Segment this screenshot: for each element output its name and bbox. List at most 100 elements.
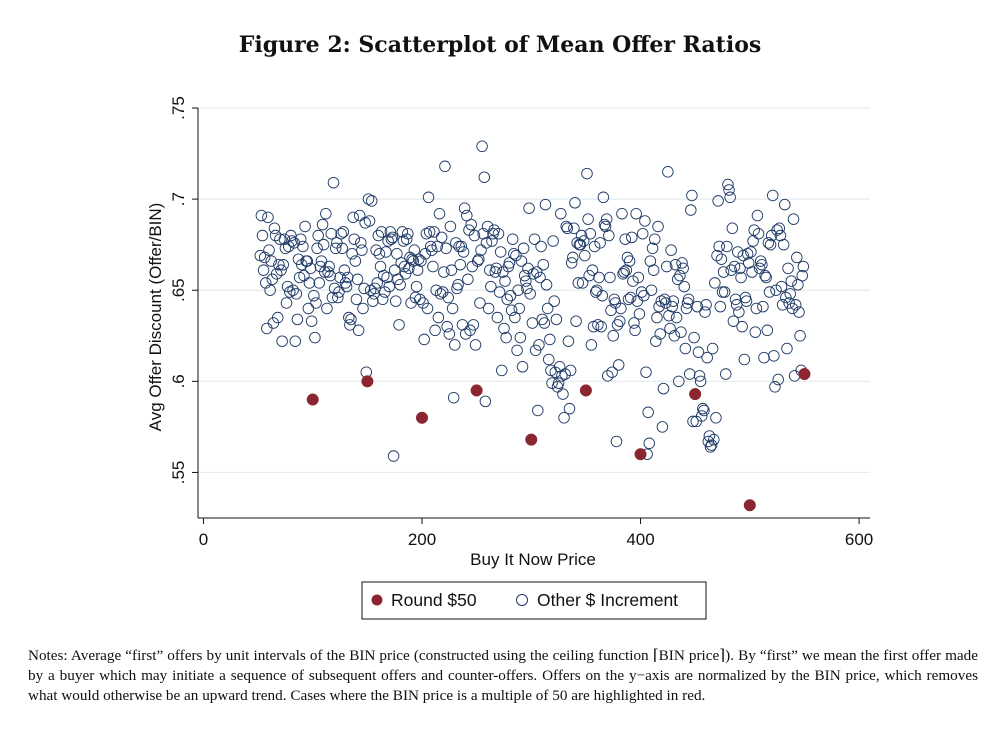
other-increment-point <box>710 412 722 424</box>
other-increment-point <box>355 237 367 249</box>
other-increment-point <box>433 207 446 220</box>
other-increment-point <box>635 286 648 298</box>
other-increment-point <box>758 351 770 364</box>
y-tick-label: .55 <box>169 461 188 485</box>
other-increment-point <box>394 279 406 291</box>
other-increment-point <box>691 300 704 313</box>
other-increment-point <box>415 255 427 267</box>
other-increment-point <box>464 324 476 337</box>
other-increment-point <box>716 286 729 298</box>
other-increment-point <box>695 410 708 422</box>
other-increment-point <box>561 222 574 235</box>
other-increment-point <box>380 246 392 258</box>
other-increment-point <box>558 412 570 424</box>
other-increment-point <box>399 268 412 280</box>
other-increment-point <box>640 366 652 378</box>
other-increment-point <box>753 262 766 275</box>
other-increment-point <box>630 207 642 220</box>
other-increment-point <box>286 235 298 247</box>
other-increment-point <box>534 271 546 284</box>
other-increment-point <box>673 375 685 388</box>
other-increment-point <box>287 284 299 296</box>
other-increment-point <box>735 271 747 284</box>
other-increment-point <box>384 226 397 238</box>
other-increment-point <box>577 235 590 247</box>
other-increment-point <box>539 198 552 211</box>
other-increment-point <box>410 280 423 293</box>
other-increment-point <box>704 441 717 453</box>
other-increment-point <box>362 193 375 205</box>
other-increment-point <box>569 197 581 209</box>
other-increment-point <box>535 240 547 253</box>
other-increment-point <box>797 260 810 273</box>
other-increment-point <box>518 269 531 282</box>
other-increment-point <box>697 402 709 415</box>
other-increment-point <box>418 333 430 346</box>
other-increment-point <box>575 229 588 242</box>
other-increment-point <box>447 391 460 404</box>
other-increment-point <box>496 364 508 377</box>
other-increment-point <box>783 297 795 309</box>
other-increment-point <box>584 227 597 240</box>
other-increment-point <box>503 257 516 269</box>
other-increment-point <box>513 302 525 315</box>
other-increment-point <box>475 244 487 256</box>
other-increment-point <box>666 300 678 313</box>
other-increment-point <box>312 229 324 242</box>
other-increment-point <box>652 220 664 233</box>
other-increment-point <box>784 288 796 300</box>
other-increment-point <box>501 293 513 306</box>
other-increment-point <box>761 324 774 337</box>
other-increment-point <box>603 229 615 242</box>
other-increment-point <box>654 328 666 340</box>
other-increment-point <box>348 233 361 245</box>
round50-point <box>361 375 374 388</box>
other-increment-point <box>568 222 580 235</box>
other-increment-point <box>428 226 440 238</box>
other-increment-point <box>381 271 393 284</box>
other-increment-point <box>618 266 630 278</box>
other-increment-point <box>278 233 291 245</box>
other-increment-point <box>367 295 379 307</box>
other-increment-point <box>662 166 674 178</box>
other-increment-point <box>548 295 560 307</box>
other-increment-point <box>734 262 746 275</box>
other-increment-point <box>528 233 541 245</box>
other-increment-point <box>301 255 314 267</box>
other-increment-point <box>414 293 426 306</box>
other-increment-point <box>698 404 710 417</box>
other-increment-point <box>751 209 764 222</box>
other-increment-point <box>365 195 378 207</box>
other-increment-point <box>556 370 568 382</box>
other-increment-point <box>320 207 332 220</box>
other-increment-point <box>626 231 638 244</box>
other-increment-point <box>422 191 435 204</box>
legend-label-other-increment: Other $ Increment <box>537 590 678 610</box>
other-increment-point <box>527 268 540 280</box>
other-increment-point <box>335 227 347 240</box>
other-increment-point <box>432 311 445 324</box>
other-increment-point <box>567 251 579 264</box>
other-increment-point <box>597 191 610 204</box>
other-increment-point <box>387 450 400 462</box>
other-increment-point <box>717 266 730 278</box>
other-increment-point <box>371 277 383 289</box>
other-increment-point <box>523 202 535 214</box>
other-increment-point <box>310 297 322 309</box>
other-increment-point <box>670 311 683 324</box>
other-increment-point <box>395 257 407 269</box>
other-increment-point <box>311 242 323 255</box>
other-increment-point <box>773 222 786 235</box>
other-increment-point <box>516 361 529 373</box>
other-increment-point <box>676 257 688 269</box>
other-increment-point <box>467 319 480 331</box>
other-increment-point <box>553 361 566 373</box>
other-increment-point <box>775 280 788 293</box>
other-increment-point <box>606 366 618 378</box>
other-increment-point <box>308 289 320 302</box>
other-increment-point <box>608 293 621 306</box>
other-increment-point <box>404 251 416 264</box>
other-increment-point <box>785 275 798 287</box>
other-increment-point <box>346 248 358 260</box>
other-increment-point <box>290 288 303 300</box>
